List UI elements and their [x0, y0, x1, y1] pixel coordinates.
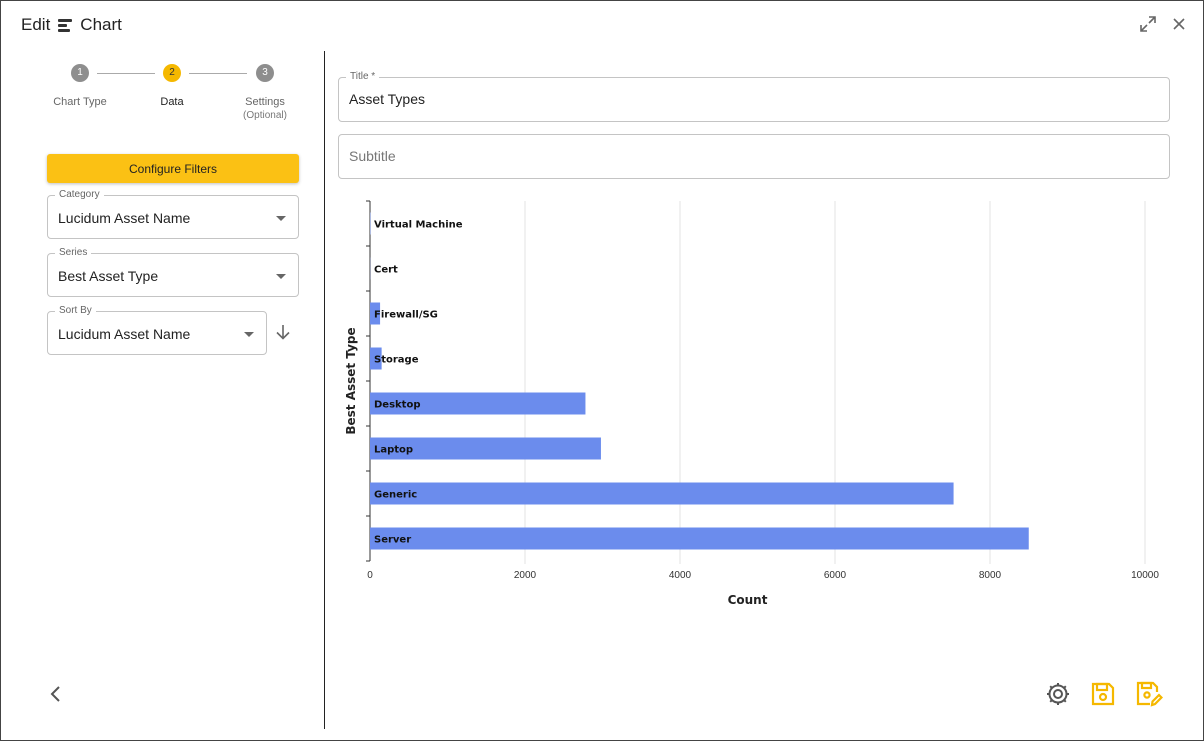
bar-category-label: Firewall/SG [374, 310, 438, 321]
caret-down-icon [276, 274, 286, 279]
bar [370, 392, 586, 415]
subtitle-field[interactable] [338, 134, 1170, 179]
bar-category-label: Virtual Machine [374, 220, 463, 231]
stepper-connector [189, 73, 247, 74]
sort-direction-button[interactable] [274, 323, 292, 341]
chart-settings-button[interactable] [1044, 680, 1072, 708]
category-value: Lucidum Asset Name [58, 210, 191, 226]
step-number: 1 [71, 64, 89, 82]
bar [370, 437, 601, 460]
series-label: Series [55, 247, 92, 258]
category-label: Category [55, 189, 104, 200]
step-data[interactable]: 2 Data [132, 64, 212, 110]
bar-category-label: Server [374, 535, 411, 546]
sort-by-select[interactable]: Sort By Lucidum Asset Name [47, 305, 267, 355]
bar [370, 527, 1029, 550]
bar-category-label: Generic [374, 490, 417, 501]
x-axis-title: Count [728, 593, 768, 607]
step-number: 2 [163, 64, 181, 82]
caret-down-icon [244, 332, 254, 337]
dialog-title-text: Chart [80, 15, 122, 34]
close-button[interactable] [1168, 13, 1190, 35]
bar-category-label: Storage [374, 355, 419, 366]
title-field-label: Title * [346, 71, 380, 82]
step-label: Data [160, 96, 184, 108]
y-axis-title: Best Asset Type [344, 327, 358, 434]
expand-button[interactable] [1137, 13, 1159, 35]
category-select[interactable]: Category Lucidum Asset Name [47, 189, 299, 239]
series-select[interactable]: Series Best Asset Type [47, 247, 299, 297]
back-button[interactable] [45, 683, 67, 705]
caret-down-icon [276, 216, 286, 221]
close-icon [1173, 18, 1185, 30]
subtitle-input[interactable] [349, 148, 1149, 164]
expand-icon [1140, 16, 1156, 32]
step-settings[interactable]: 3 Settings (Optional) [225, 64, 305, 122]
dialog-title-prefix: Edit [21, 15, 51, 34]
configure-filters-button[interactable]: Configure Filters [47, 154, 299, 183]
gear-icon [1047, 683, 1069, 705]
bar-category-label: Desktop [374, 400, 421, 411]
series-value: Best Asset Type [58, 268, 159, 284]
x-tick-label: 6000 [824, 570, 847, 581]
save-icon [1091, 682, 1115, 706]
x-tick-label: 10000 [1131, 570, 1159, 581]
x-tick-label: 8000 [979, 570, 1002, 581]
step-label: Chart Type [53, 96, 107, 108]
step-number: 3 [256, 64, 274, 82]
bar-category-label: Cert [374, 265, 398, 276]
x-tick-label: 2000 [514, 570, 537, 581]
step-label: Settings [245, 96, 285, 108]
title-input[interactable] [349, 91, 1149, 107]
chevron-left-icon [50, 686, 60, 702]
x-tick-label: 4000 [669, 570, 692, 581]
title-field[interactable]: Title * [338, 71, 1170, 122]
save-button[interactable] [1089, 680, 1117, 708]
panel-divider [324, 51, 325, 729]
step-sublabel: (Optional) [243, 110, 287, 121]
dialog-title: Edit Chart [21, 15, 122, 35]
bar-chart-icon [58, 18, 73, 32]
bar [370, 482, 954, 505]
arrow-down-icon [276, 325, 290, 340]
sort-by-value: Lucidum Asset Name [58, 326, 191, 342]
bar-category-label: Laptop [374, 445, 413, 456]
save-as-button[interactable] [1135, 680, 1164, 708]
bar [370, 347, 382, 370]
x-tick-label: 0 [367, 570, 373, 581]
save-as-icon [1136, 681, 1164, 707]
asset-types-bar-chart: 0 2000 4000 6000 8000 10000 Virtual Machine Cer… [344, 200, 1159, 607]
bar [370, 302, 381, 325]
step-chart-type[interactable]: 1 Chart Type [40, 64, 120, 110]
sort-by-label: Sort By [55, 305, 96, 316]
stepper-connector [97, 73, 155, 74]
